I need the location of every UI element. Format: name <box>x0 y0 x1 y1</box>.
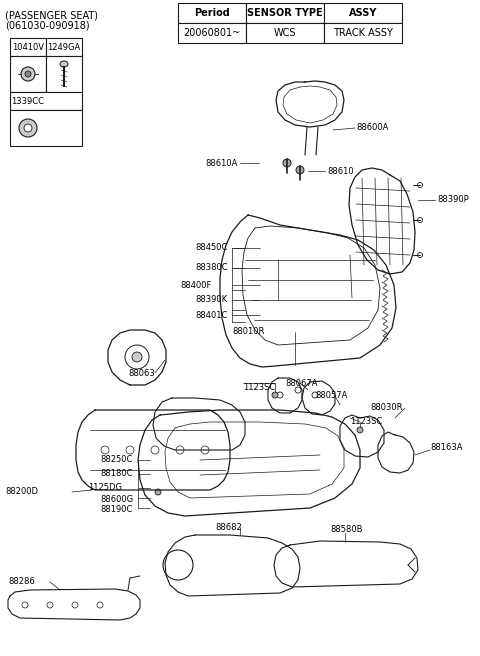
Circle shape <box>19 119 37 137</box>
Text: 1123SC: 1123SC <box>243 384 275 392</box>
Text: WCS: WCS <box>274 28 296 38</box>
Text: 20060801~: 20060801~ <box>183 28 240 38</box>
Circle shape <box>272 392 278 398</box>
Bar <box>10 92 82 110</box>
Text: TRACK ASSY: TRACK ASSY <box>333 28 393 38</box>
Text: 88163A: 88163A <box>430 443 463 453</box>
Text: 88190C: 88190C <box>100 504 132 514</box>
Text: 88010R: 88010R <box>232 327 264 337</box>
Circle shape <box>132 352 142 362</box>
Text: 88610A: 88610A <box>205 159 238 167</box>
Circle shape <box>163 550 193 580</box>
Text: 1339CC: 1339CC <box>12 96 45 106</box>
Bar <box>46 56 82 92</box>
Circle shape <box>155 489 161 495</box>
Text: 88067A: 88067A <box>285 379 317 388</box>
Circle shape <box>418 253 422 258</box>
Circle shape <box>312 392 318 398</box>
Bar <box>10 110 82 146</box>
Text: 88682: 88682 <box>215 522 242 531</box>
Text: 1125DG: 1125DG <box>88 483 122 493</box>
Text: 88450C: 88450C <box>195 243 228 253</box>
Text: 88401C: 88401C <box>195 310 228 319</box>
Text: 88250C: 88250C <box>100 455 132 464</box>
Text: 88390P: 88390P <box>437 195 469 205</box>
Text: ASSY: ASSY <box>349 8 377 18</box>
Circle shape <box>24 124 32 132</box>
Bar <box>178 3 246 23</box>
Text: 88180C: 88180C <box>100 470 132 478</box>
Circle shape <box>126 446 134 454</box>
Bar <box>178 23 246 43</box>
Text: 1123SC: 1123SC <box>350 417 382 426</box>
Circle shape <box>25 71 31 77</box>
Bar <box>324 23 402 43</box>
Circle shape <box>125 345 149 369</box>
Circle shape <box>283 159 291 167</box>
Text: (061030-090918): (061030-090918) <box>5 20 90 30</box>
Bar <box>10 38 46 56</box>
Text: 88380C: 88380C <box>195 264 228 272</box>
Bar <box>324 3 402 23</box>
Circle shape <box>101 446 109 454</box>
Circle shape <box>418 182 422 188</box>
Circle shape <box>21 67 35 81</box>
Circle shape <box>295 387 301 393</box>
Text: 88057A: 88057A <box>315 392 348 401</box>
Text: 1249GA: 1249GA <box>48 43 81 52</box>
Text: 10410V: 10410V <box>12 43 44 52</box>
Circle shape <box>357 427 363 433</box>
Text: 88063: 88063 <box>128 369 155 377</box>
Circle shape <box>296 166 304 174</box>
Text: 88610: 88610 <box>327 167 354 176</box>
Text: 88286: 88286 <box>8 577 35 586</box>
Bar <box>246 3 324 23</box>
Ellipse shape <box>60 61 68 67</box>
Circle shape <box>151 446 159 454</box>
Text: 88600A: 88600A <box>356 123 388 133</box>
Circle shape <box>72 602 78 608</box>
Circle shape <box>277 392 283 398</box>
Bar <box>246 23 324 43</box>
Circle shape <box>176 446 184 454</box>
Text: 88580B: 88580B <box>330 525 362 535</box>
Circle shape <box>97 602 103 608</box>
Circle shape <box>418 218 422 222</box>
Circle shape <box>47 602 53 608</box>
Text: 88400F: 88400F <box>180 281 211 289</box>
Circle shape <box>201 446 209 454</box>
Circle shape <box>22 602 28 608</box>
Text: 88600G: 88600G <box>100 495 133 504</box>
Text: 88200D: 88200D <box>5 487 38 497</box>
Text: SENSOR TYPE: SENSOR TYPE <box>247 8 323 18</box>
Text: (PASSENGER SEAT): (PASSENGER SEAT) <box>5 10 98 20</box>
Bar <box>46 38 82 56</box>
Text: Period: Period <box>194 8 230 18</box>
Text: 88030R: 88030R <box>370 403 403 413</box>
Bar <box>10 56 46 92</box>
Text: 88390K: 88390K <box>195 295 227 304</box>
